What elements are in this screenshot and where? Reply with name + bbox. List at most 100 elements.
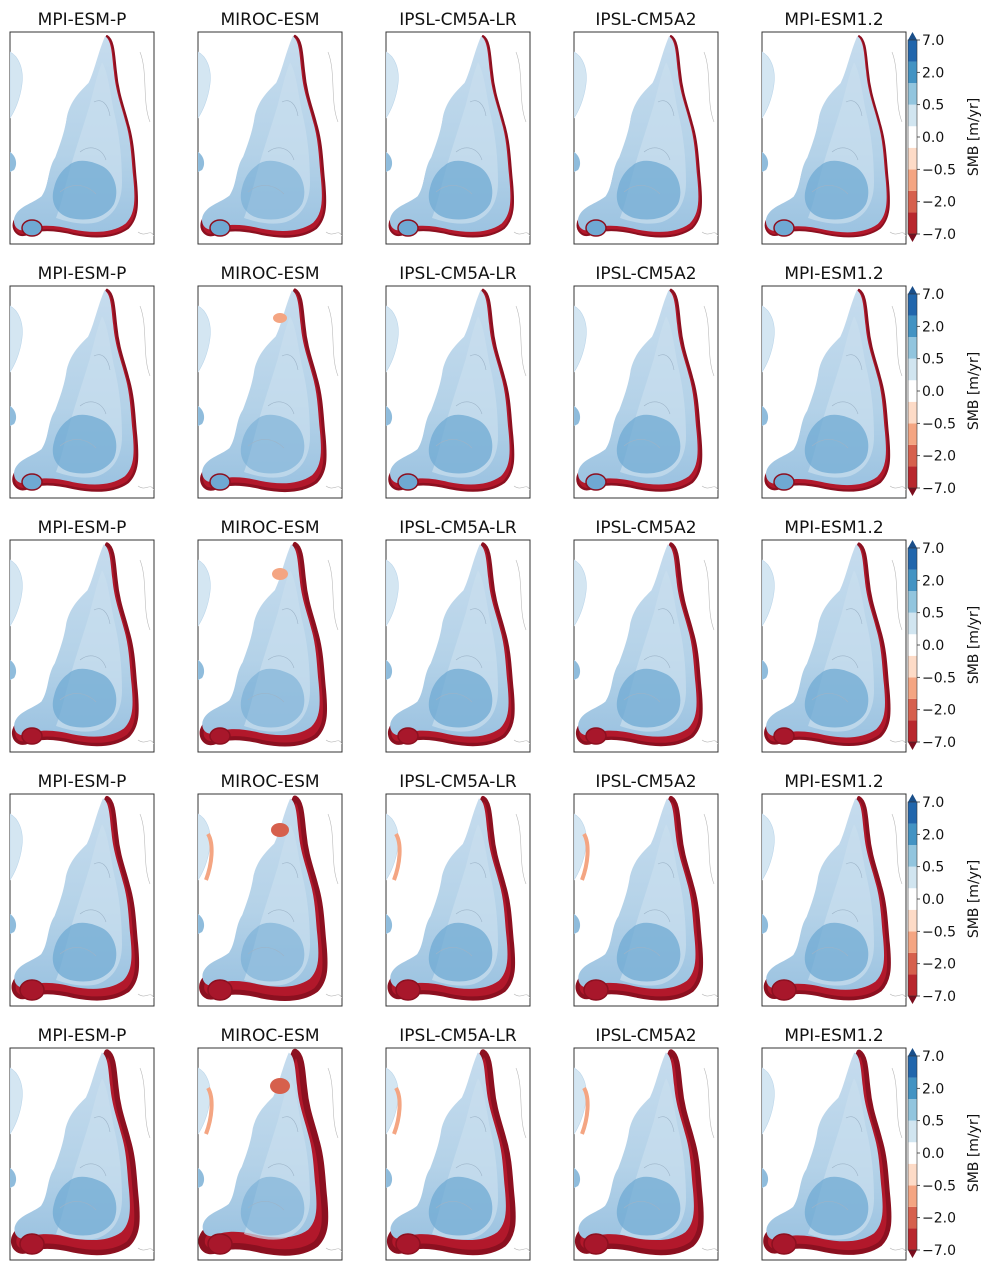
colorbar-segment <box>908 548 917 570</box>
island-region <box>198 914 205 934</box>
side-ice-region <box>762 305 775 373</box>
colorbar-label: SMB [m/yr] <box>966 98 982 176</box>
colorbar-extend-max <box>908 32 917 40</box>
colorbar-tick-label: −7.0 <box>922 481 956 497</box>
contour-line <box>455 655 483 669</box>
contour-line <box>247 185 285 195</box>
contour-line <box>845 1116 863 1133</box>
map-panel: IPSL-CM5A2 <box>573 1026 719 1261</box>
panel-title: IPSL-CM5A2 <box>595 772 696 792</box>
colorbar-label: SMB [m/yr] <box>966 860 982 938</box>
contour-line <box>657 608 675 625</box>
colorbar-segment <box>908 1120 917 1143</box>
contour-line <box>469 608 487 625</box>
colorbar-segment <box>908 169 917 191</box>
colorbar: 7.0 2.0 0.5 0.0 −0.5 −2.0 −7.0 SMB [m/yr] <box>907 32 982 243</box>
contour-line <box>93 100 111 117</box>
island-region <box>10 152 17 172</box>
colorbar-tick-label: −0.5 <box>922 416 956 432</box>
colorbar: 7.0 2.0 0.5 0.0 −0.5 −2.0 −7.0 SMB [m/yr] <box>907 286 982 497</box>
contour-line <box>643 655 671 669</box>
high-smb-zone <box>804 922 869 982</box>
high-smb-zone <box>616 1176 681 1236</box>
colorbar-tick-label: 2.0 <box>922 319 944 335</box>
panel-title: MPI-ESM1.2 <box>784 10 883 30</box>
side-ice-region <box>10 305 23 373</box>
contour-line <box>831 909 859 923</box>
colorbar-tick-label: −7.0 <box>922 735 956 751</box>
side-ice-region <box>10 1067 23 1135</box>
southern-dome <box>583 1233 609 1255</box>
contour-line <box>623 1201 661 1211</box>
side-ice-region <box>762 559 775 627</box>
map-panel: IPSL-CM5A2 <box>573 772 719 1007</box>
colorbar-tick-label: 2.0 <box>922 827 944 843</box>
contour-line <box>435 185 473 195</box>
colorbar-tick-label: −0.5 <box>922 162 956 178</box>
coastline <box>701 1067 718 1253</box>
colorbar-tick-label: −2.0 <box>922 195 956 211</box>
negative-smb-patch <box>271 823 289 837</box>
island-region <box>762 152 769 172</box>
map-panel: MIROC-ESM <box>197 1026 343 1261</box>
colorbar-segment <box>908 1099 917 1121</box>
contour-line <box>79 655 107 669</box>
island-region <box>386 406 393 426</box>
panel-title: MPI-ESM-P <box>38 1026 127 1046</box>
southern-dome <box>583 979 609 1001</box>
island-region <box>386 914 393 934</box>
contour-line <box>435 947 473 957</box>
coastline <box>325 559 342 745</box>
high-smb-zone <box>428 160 493 220</box>
high-smb-zone <box>52 922 117 982</box>
contour-line <box>435 1201 473 1211</box>
island-region <box>198 660 205 680</box>
contour-line <box>93 354 111 371</box>
southern-dome <box>21 727 43 745</box>
high-smb-zone <box>804 160 869 220</box>
island-region <box>762 1168 769 1188</box>
colorbar-segment <box>908 612 917 635</box>
contour-line <box>845 608 863 625</box>
colorbar-label: SMB [m/yr] <box>966 606 982 684</box>
southern-dome <box>21 219 43 237</box>
colorbar-segment <box>908 655 917 678</box>
southern-dome <box>21 473 43 491</box>
map-panel: MPI-ESM-P <box>9 1026 155 1261</box>
contour-line <box>811 185 849 195</box>
contour-line <box>247 439 285 449</box>
contour-line <box>79 147 107 161</box>
contour-line <box>657 354 675 371</box>
colorbar-tick-label: 2.0 <box>922 573 944 589</box>
colorbar-segment <box>908 698 917 721</box>
colorbar-tick-label: 0.0 <box>922 638 944 654</box>
map-panel: IPSL-CM5A-LR <box>385 772 531 1007</box>
contour-line <box>267 147 295 161</box>
panel-title: MPI-ESM-P <box>38 772 127 792</box>
contour-line <box>643 401 671 415</box>
colorbar-segment <box>908 126 917 148</box>
colorbar-segment <box>908 974 917 996</box>
contour-line <box>811 439 849 449</box>
high-smb-zone <box>616 668 681 728</box>
side-ice-region <box>386 305 399 373</box>
contour-line <box>831 401 859 415</box>
island-region <box>198 406 205 426</box>
colorbar-segment <box>908 1185 917 1207</box>
coastline <box>137 1067 154 1253</box>
colorbar-label: SMB [m/yr] <box>966 1114 982 1192</box>
high-smb-zone <box>52 414 117 474</box>
island-region <box>10 406 17 426</box>
colorbar-segment <box>908 1142 917 1164</box>
colorbar-segment <box>908 444 917 467</box>
southern-dome <box>397 219 419 237</box>
colorbar-extend-min <box>908 488 917 496</box>
island-region <box>10 1168 17 1188</box>
colorbar-tick-label: 2.0 <box>922 65 944 81</box>
panel-title: IPSL-CM5A2 <box>595 10 696 30</box>
map-panel: IPSL-CM5A-LR <box>385 1026 531 1261</box>
colorbar-segment <box>908 677 917 699</box>
panel-title: IPSL-CM5A-LR <box>399 772 517 792</box>
island-region <box>198 1168 205 1188</box>
map-panel: IPSL-CM5A2 <box>573 518 719 753</box>
